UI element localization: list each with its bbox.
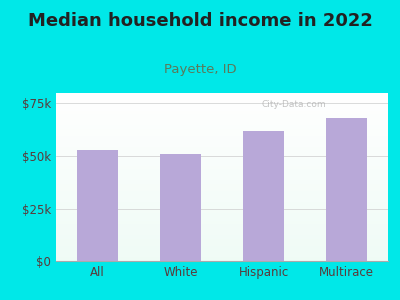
Text: City-Data.com: City-Data.com: [262, 100, 326, 109]
Text: Payette, ID: Payette, ID: [164, 63, 236, 76]
Bar: [160, 154, 201, 261]
Text: Median household income in 2022: Median household income in 2022: [28, 12, 372, 30]
Bar: [77, 150, 118, 261]
Bar: [326, 118, 367, 261]
Bar: [243, 131, 284, 261]
